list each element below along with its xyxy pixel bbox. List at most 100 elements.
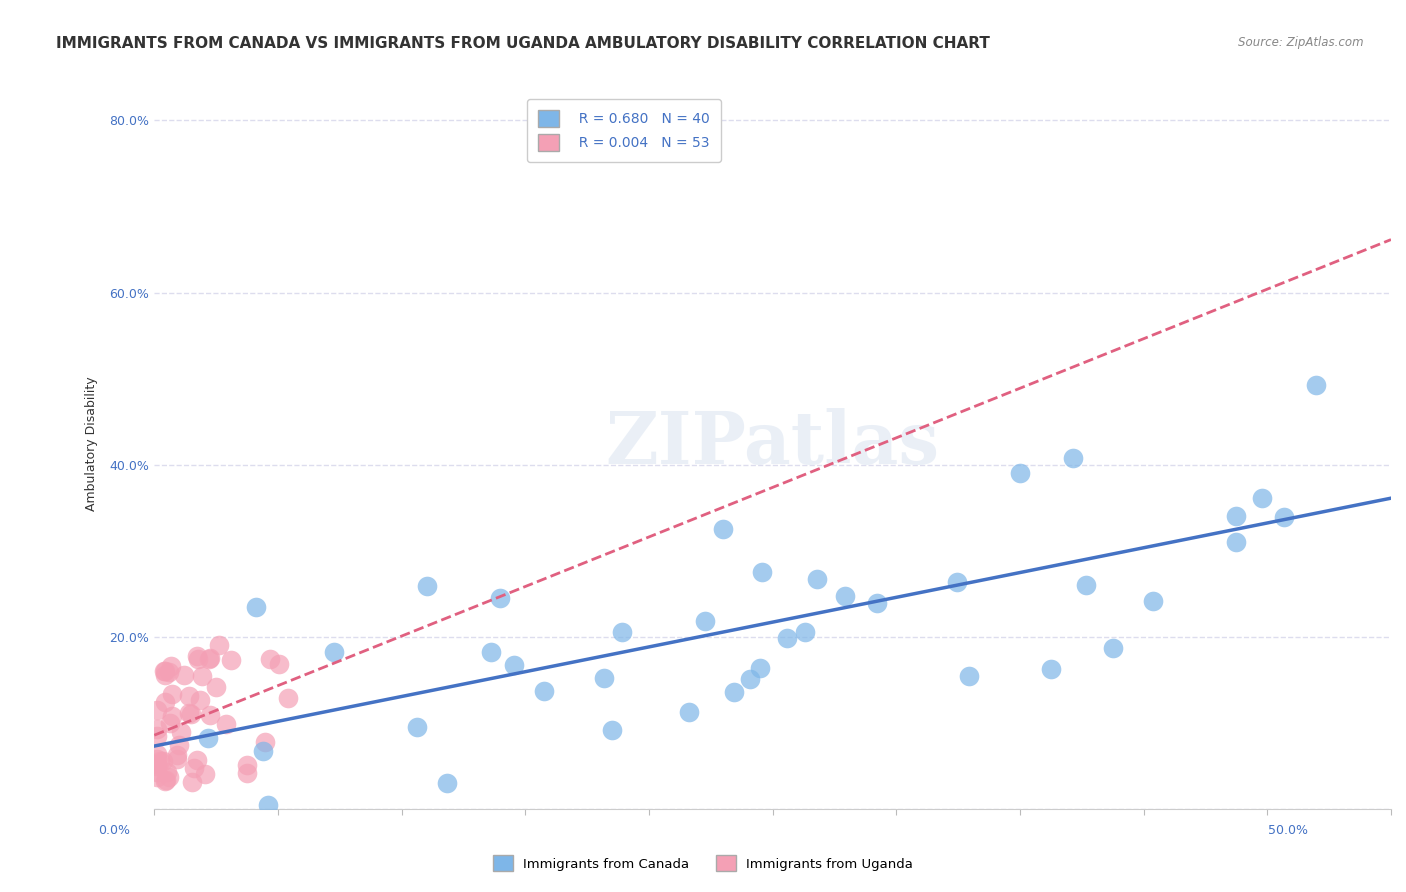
Point bbox=[322, 645, 344, 659]
Point bbox=[155, 772, 177, 787]
Point bbox=[436, 776, 458, 790]
Point bbox=[1008, 466, 1031, 480]
Point bbox=[181, 774, 204, 789]
Point bbox=[1040, 662, 1063, 676]
Point bbox=[479, 645, 502, 659]
Point bbox=[145, 723, 167, 737]
Point bbox=[957, 669, 980, 683]
Point bbox=[1305, 377, 1327, 392]
Text: ZIPatlas: ZIPatlas bbox=[606, 408, 939, 479]
Point bbox=[866, 596, 889, 610]
Point bbox=[186, 753, 208, 767]
Point bbox=[1062, 451, 1084, 466]
Point bbox=[145, 758, 167, 772]
Point bbox=[155, 665, 177, 679]
Point bbox=[146, 747, 169, 761]
Point bbox=[146, 757, 169, 772]
Point bbox=[277, 691, 299, 706]
Point bbox=[166, 747, 188, 762]
Point bbox=[167, 738, 190, 752]
Point bbox=[170, 724, 193, 739]
Point bbox=[156, 764, 179, 779]
Point bbox=[179, 706, 201, 721]
Point bbox=[678, 705, 700, 719]
Point bbox=[198, 708, 221, 723]
Point bbox=[406, 720, 429, 734]
Point bbox=[166, 752, 188, 766]
Legend:   R = 0.680   N = 40,   R = 0.004   N = 53: R = 0.680 N = 40, R = 0.004 N = 53 bbox=[527, 99, 721, 162]
Legend: Immigrants from Canada, Immigrants from Uganda: Immigrants from Canada, Immigrants from … bbox=[488, 850, 918, 877]
Point bbox=[236, 758, 259, 772]
Point bbox=[173, 668, 195, 682]
Point bbox=[489, 591, 512, 605]
Point bbox=[1225, 508, 1247, 523]
Point bbox=[1102, 640, 1125, 655]
Text: Source: ZipAtlas.com: Source: ZipAtlas.com bbox=[1239, 36, 1364, 49]
Point bbox=[145, 770, 167, 784]
Point bbox=[180, 707, 202, 722]
Point bbox=[159, 716, 181, 731]
Point bbox=[197, 731, 219, 745]
Point bbox=[1250, 491, 1272, 505]
Point bbox=[252, 744, 274, 758]
Point bbox=[157, 665, 180, 679]
Point bbox=[593, 671, 616, 685]
Point bbox=[1074, 578, 1097, 592]
Point bbox=[236, 766, 259, 780]
Point bbox=[794, 624, 817, 639]
Point bbox=[208, 639, 231, 653]
Point bbox=[145, 765, 167, 780]
Text: IMMIGRANTS FROM CANADA VS IMMIGRANTS FROM UGANDA AMBULATORY DISABILITY CORRELATI: IMMIGRANTS FROM CANADA VS IMMIGRANTS FRO… bbox=[56, 36, 990, 51]
Point bbox=[157, 770, 180, 784]
Point bbox=[153, 695, 176, 709]
Point bbox=[1142, 593, 1164, 607]
Point bbox=[751, 565, 773, 579]
Point bbox=[191, 669, 214, 683]
Point bbox=[834, 589, 856, 603]
Point bbox=[610, 625, 633, 640]
Point bbox=[600, 723, 623, 737]
Point bbox=[503, 657, 526, 672]
Point bbox=[1225, 534, 1247, 549]
Point bbox=[245, 599, 267, 614]
Point bbox=[153, 665, 176, 679]
Point bbox=[153, 668, 176, 682]
Y-axis label: Ambulatory Disability: Ambulatory Disability bbox=[86, 376, 98, 510]
Point bbox=[269, 657, 291, 672]
Point bbox=[259, 651, 281, 665]
Point bbox=[177, 689, 200, 703]
Point bbox=[160, 687, 183, 701]
Point bbox=[190, 692, 212, 706]
Point bbox=[198, 652, 221, 666]
Point bbox=[146, 703, 169, 717]
Point bbox=[194, 767, 217, 781]
Point bbox=[215, 717, 238, 731]
Point bbox=[153, 773, 176, 788]
Point bbox=[198, 651, 221, 665]
Point bbox=[145, 729, 167, 743]
Point bbox=[806, 572, 828, 586]
Point bbox=[1272, 510, 1295, 524]
Point bbox=[219, 653, 242, 667]
Point bbox=[945, 575, 967, 590]
Point bbox=[152, 754, 174, 768]
Point bbox=[738, 672, 761, 686]
Point bbox=[183, 761, 205, 775]
Point bbox=[711, 522, 734, 536]
Point bbox=[253, 734, 276, 748]
Text: 50.0%: 50.0% bbox=[1268, 824, 1308, 837]
Point bbox=[159, 659, 181, 673]
Point bbox=[145, 752, 167, 766]
Point bbox=[749, 661, 772, 675]
Point bbox=[205, 680, 228, 694]
Point bbox=[776, 632, 799, 646]
Point bbox=[187, 651, 209, 665]
Point bbox=[693, 615, 716, 629]
Point bbox=[723, 685, 745, 699]
Text: 0.0%: 0.0% bbox=[98, 824, 131, 837]
Point bbox=[256, 797, 278, 812]
Point bbox=[416, 579, 439, 593]
Point bbox=[186, 649, 208, 664]
Point bbox=[533, 683, 555, 698]
Point bbox=[149, 754, 172, 768]
